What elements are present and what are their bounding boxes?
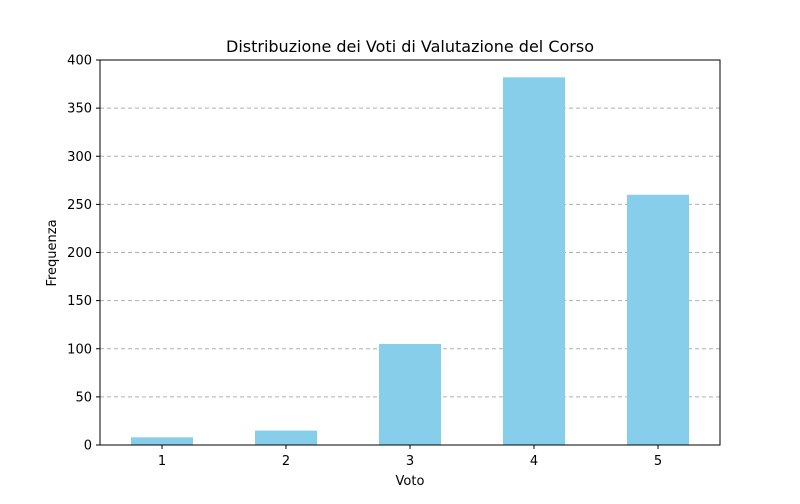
y-ticks: 0 50 100 150 200 250 300 350 400 [67, 54, 100, 454]
x-tick-label: 5 [654, 454, 662, 469]
y-tick-label: 300 [67, 150, 92, 165]
y-tick-label: 100 [67, 342, 92, 357]
y-tick-label: 350 [67, 102, 92, 117]
chart-title: Distribuzione dei Voti di Valutazione de… [226, 37, 594, 56]
y-tick-label: 150 [67, 294, 92, 309]
bar-1 [131, 437, 193, 445]
x-tick-label: 2 [282, 454, 290, 469]
y-axis-label: Frequenza [45, 219, 60, 286]
bar-2 [255, 430, 317, 445]
x-ticks: 1 2 3 4 5 [158, 445, 662, 469]
y-tick-label: 400 [67, 54, 92, 69]
x-tick-label: 1 [158, 454, 166, 469]
x-axis-label: Voto [396, 474, 425, 489]
bars [131, 77, 689, 445]
x-tick-label: 3 [406, 454, 414, 469]
y-tick-label: 200 [67, 246, 92, 261]
x-tick-label: 4 [530, 454, 538, 469]
bar-3 [379, 343, 441, 445]
y-tick-label: 50 [75, 390, 92, 405]
bar-4 [503, 77, 565, 445]
bar-5 [627, 194, 689, 445]
y-tick-label: 250 [67, 198, 92, 213]
y-tick-label: 0 [84, 439, 92, 454]
